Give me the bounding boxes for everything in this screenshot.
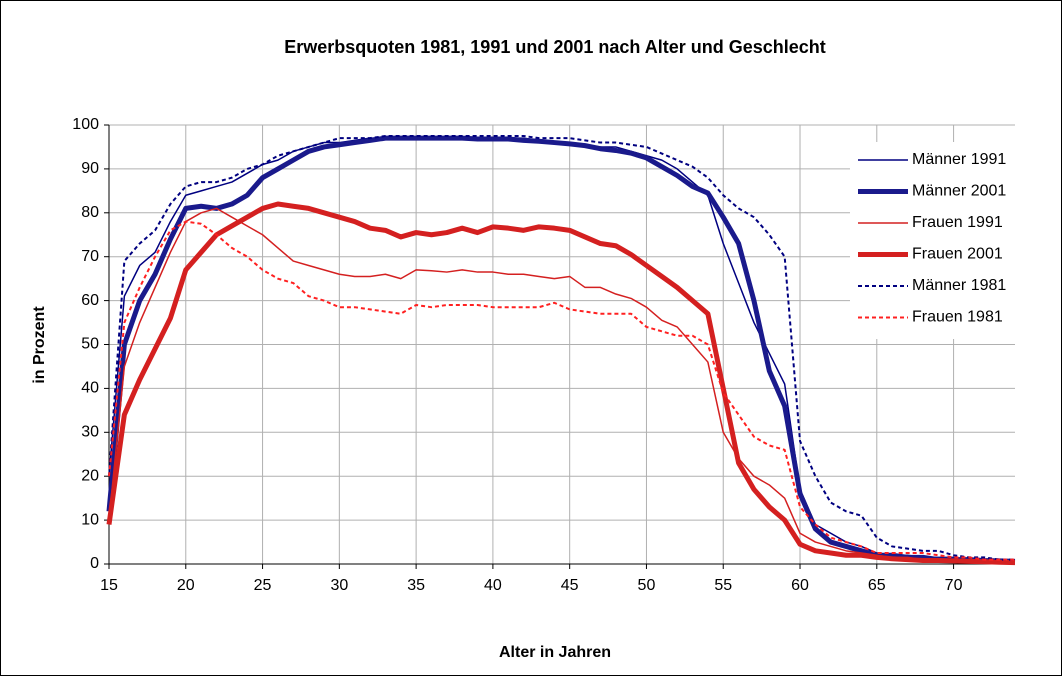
y-tick-label: 90 [81, 160, 99, 177]
x-tick-label: 35 [407, 577, 425, 594]
y-tick-label: 70 [81, 248, 99, 265]
x-tick-label: 30 [330, 577, 348, 594]
x-tick-label: 45 [561, 577, 579, 594]
y-tick-label: 60 [81, 292, 99, 309]
series-line [106, 201, 1016, 566]
x-tick-label: 55 [714, 577, 732, 594]
legend-label: Frauen 1991 [912, 214, 1003, 231]
y-tick-label: 30 [81, 424, 99, 441]
legend-label: Männer 1991 [912, 151, 1006, 168]
y-tick-label: 100 [72, 116, 99, 133]
x-tick-label: 20 [177, 577, 195, 594]
series-line [108, 134, 1015, 561]
x-tick-label: 70 [945, 577, 963, 594]
series-line [106, 135, 1016, 564]
y-tick-label: 80 [81, 204, 99, 221]
x-tick-label: 65 [868, 577, 886, 594]
legend-label: Frauen 1981 [912, 309, 1003, 326]
legend-label: Frauen 2001 [912, 246, 1003, 263]
x-tick-label: 50 [638, 577, 656, 594]
x-tick-label: 15 [100, 577, 118, 594]
y-tick-label: 40 [81, 380, 99, 397]
y-tick-label: 20 [81, 467, 99, 484]
x-tick-label: 40 [484, 577, 502, 594]
y-tick-label: 50 [81, 336, 99, 353]
legend-box [850, 142, 1045, 339]
y-tick-label: 0 [90, 555, 99, 572]
y-tick-label: 10 [81, 511, 99, 528]
y-axis-label: in Prozent [31, 306, 48, 384]
chart-title: Erwerbsquoten 1981, 1991 und 2001 nach A… [284, 37, 826, 57]
x-tick-label: 60 [791, 577, 809, 594]
legend-label: Männer 1981 [912, 277, 1006, 294]
series-line [108, 220, 1015, 561]
legend-label: Männer 2001 [912, 183, 1006, 200]
x-axis-label: Alter in Jahren [499, 644, 611, 661]
x-tick-label: 25 [254, 577, 272, 594]
